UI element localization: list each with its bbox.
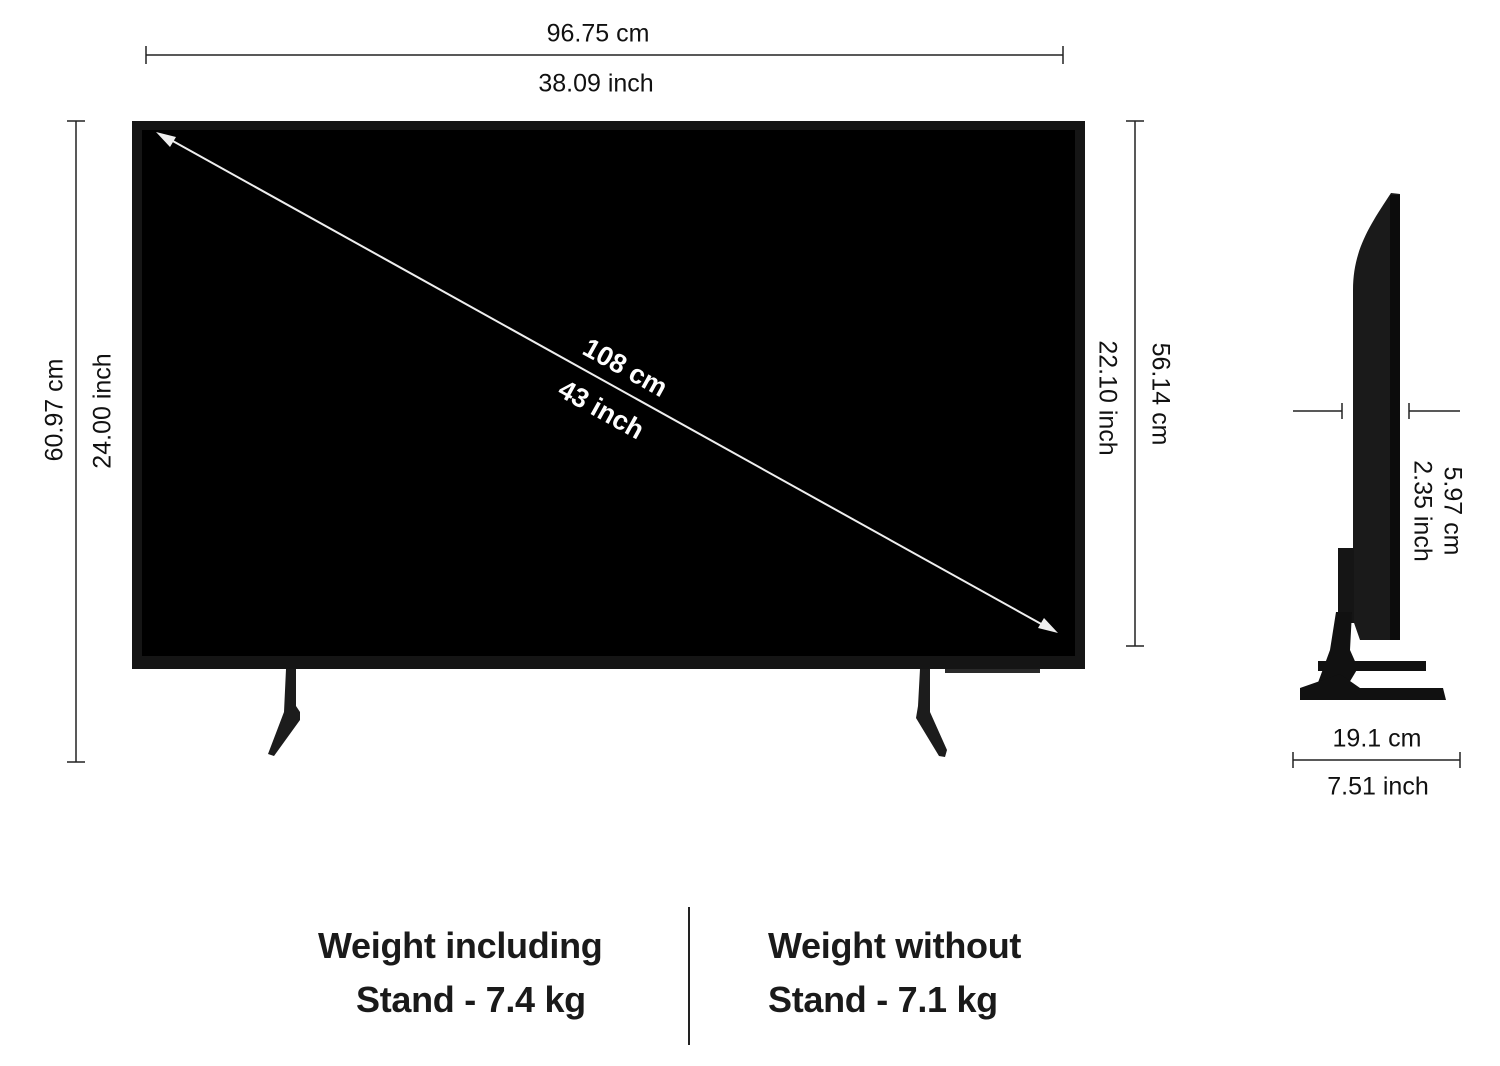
stand-depth-cm-label: 19.1 cm — [1332, 724, 1422, 753]
weight-with-stand-line1: Weight including — [318, 925, 603, 966]
tv-screen — [142, 130, 1075, 656]
left-stand-foot — [268, 669, 300, 756]
height-without-stand-inch-label: 22.10 inch — [1093, 340, 1122, 456]
tv-control-strip — [945, 669, 1040, 673]
weight-without-stand-line1: Weight without — [768, 925, 1022, 966]
stand-depth-inch-label: 7.51 inch — [1327, 772, 1429, 801]
height-with-stand-cm-label: 60.97 cm — [40, 358, 69, 462]
width-cm-label: 96.75 cm — [546, 19, 650, 48]
right-stand-foot — [916, 669, 947, 757]
weight-with-stand-line2: Stand - 7.4 kg — [356, 979, 586, 1020]
diagonal-arrow — [156, 132, 1058, 633]
dimension-lines — [67, 46, 1461, 1045]
height-with-stand-inch-label: 24.00 inch — [88, 353, 117, 469]
depth-cm-label: 5.97 cm — [1438, 466, 1467, 556]
tv-side-view — [1300, 193, 1446, 700]
height-without-stand-cm-label: 56.14 cm — [1146, 342, 1175, 446]
weight-without-stand-line2: Stand - 7.1 kg — [768, 979, 998, 1020]
depth-inch-label: 2.35 inch — [1408, 460, 1437, 562]
width-inch-label: 38.09 inch — [538, 69, 654, 98]
tv-front-view — [132, 121, 1085, 757]
